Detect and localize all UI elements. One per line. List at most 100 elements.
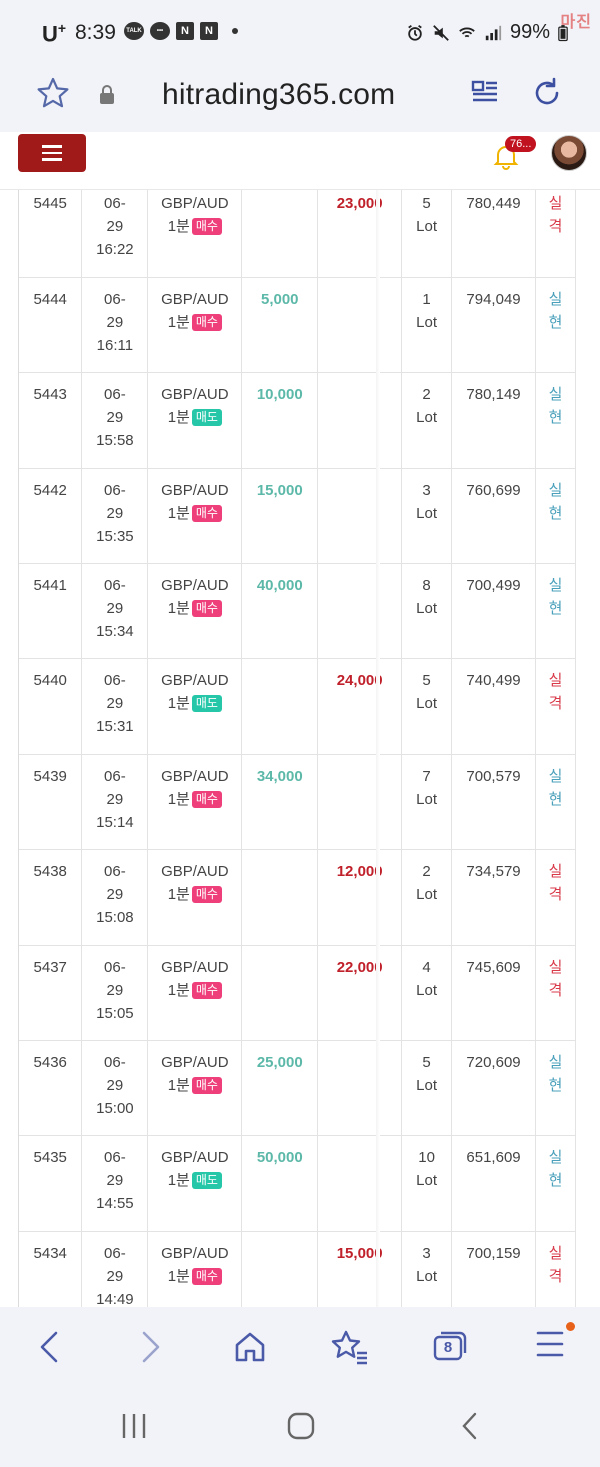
trade-result-line1: 실 bbox=[548, 577, 563, 595]
reload-icon[interactable] bbox=[530, 76, 564, 110]
home-button-icon[interactable] bbox=[286, 1411, 316, 1441]
trade-lot-unit: Lot bbox=[416, 313, 438, 331]
trade-profit bbox=[241, 945, 319, 1042]
trade-lot-size: 1 bbox=[422, 290, 431, 308]
trade-lot: 1 Lot bbox=[401, 277, 453, 374]
trade-number: 5438 bbox=[19, 849, 83, 946]
trade-lot-size: 5 bbox=[422, 672, 431, 690]
trade-side-badge: 매수 bbox=[191, 790, 222, 808]
avatar[interactable] bbox=[551, 135, 587, 171]
trade-time: 15:05 bbox=[96, 1004, 134, 1022]
trade-time: 16:11 bbox=[96, 336, 134, 354]
table-row[interactable]: 5435 06- 29 14:55 GBP/AUD 1분 매도 50,000 10 Lot 651,… bbox=[19, 1135, 576, 1232]
back-icon[interactable] bbox=[38, 1329, 60, 1365]
trade-lot: 10 Lot bbox=[401, 1135, 453, 1232]
alarm-icon bbox=[408, 24, 422, 41]
more-notifications-dot bbox=[232, 28, 238, 34]
bookmarks-icon[interactable] bbox=[330, 1329, 370, 1365]
trade-symbol-cell: GBP/AUD 1분 매수 bbox=[147, 1040, 243, 1137]
trade-date-day: 29 bbox=[106, 1077, 124, 1095]
table-row[interactable]: 5445 06- 29 16:22 GBP/AUD 1분 매수 23,000 5 Lot 780,4… bbox=[19, 190, 576, 278]
trade-number: 5443 bbox=[19, 372, 83, 469]
trade-date-day: 29 bbox=[106, 218, 124, 235]
trade-date-day: 29 bbox=[106, 790, 124, 808]
trade-period: 1분 bbox=[167, 313, 190, 331]
trade-lot-size: 2 bbox=[422, 386, 431, 404]
trade-history-table: 5445 06- 29 16:22 GBP/AUD 1분 매수 23,000 5 Lot 780,4… bbox=[0, 190, 600, 1307]
trade-date-month: 06- bbox=[104, 958, 126, 976]
trade-lot: 5 Lot bbox=[401, 1040, 453, 1137]
lock-icon[interactable] bbox=[98, 85, 116, 105]
url-text[interactable]: hitrading365.com bbox=[162, 78, 396, 111]
trade-lot-unit: Lot bbox=[416, 886, 438, 904]
trade-lot-size: 7 bbox=[422, 767, 431, 785]
hamburger-menu-button[interactable] bbox=[18, 134, 86, 172]
trade-lot: 2 Lot bbox=[401, 849, 453, 946]
trade-side-badge: 매수 bbox=[191, 600, 222, 618]
trade-datetime: 06- 29 15:14 bbox=[81, 754, 149, 851]
site-header: 76... bbox=[0, 132, 600, 190]
trade-date-day: 29 bbox=[106, 695, 124, 713]
table-row[interactable]: 5434 06- 29 14:49 GBP/AUD 1분 매수 15,000 3 Lot 700,1… bbox=[19, 1231, 576, 1307]
table-row[interactable]: 5438 06- 29 15:08 GBP/AUD 1분 매수 12,000 2 Lot 734,5… bbox=[19, 849, 576, 946]
trade-period: 1분 bbox=[167, 790, 190, 808]
trade-period: 1분 bbox=[167, 218, 190, 235]
trade-datetime: 06- 29 14:55 bbox=[81, 1135, 149, 1232]
trade-result-line2: 현 bbox=[548, 504, 563, 522]
trade-balance: 700,579 bbox=[451, 754, 536, 851]
trade-lot-size: 3 bbox=[422, 1244, 431, 1262]
tabs-button[interactable]: 8 bbox=[432, 1329, 468, 1363]
trade-lot-unit: Lot bbox=[416, 409, 438, 427]
trade-result-line1: 실 bbox=[548, 290, 563, 308]
trade-lot-unit: Lot bbox=[416, 981, 438, 999]
trade-date-month: 06- bbox=[104, 195, 126, 212]
reader-icon[interactable] bbox=[470, 78, 500, 108]
battery-percent: 99% bbox=[509, 21, 550, 43]
trade-result-line2: 현 bbox=[548, 600, 563, 618]
trade-period: 1분 bbox=[167, 1267, 190, 1285]
trade-lot-unit: Lot bbox=[416, 695, 438, 713]
trade-datetime: 06- 29 15:31 bbox=[81, 658, 149, 755]
star-icon[interactable] bbox=[36, 76, 70, 110]
trade-balance: 745,609 bbox=[451, 945, 536, 1042]
table-row[interactable]: 5442 06- 29 15:35 GBP/AUD 1분 매수 15,000 3 Lot 760,6… bbox=[19, 468, 576, 565]
trade-result-line1: 실 bbox=[548, 958, 563, 976]
trade-result-line1: 실 bbox=[548, 195, 563, 212]
table-row[interactable]: 5440 06- 29 15:31 GBP/AUD 1분 매도 24,000 5 Lot 740,4… bbox=[19, 658, 576, 755]
trade-date-day: 29 bbox=[106, 409, 124, 427]
table-row[interactable]: 5437 06- 29 15:05 GBP/AUD 1분 매수 22,000 4 Lot 745,6… bbox=[19, 945, 576, 1042]
trade-number: 5439 bbox=[19, 754, 83, 851]
trade-datetime: 06- 29 15:58 bbox=[81, 372, 149, 469]
table-row[interactable]: 5441 06- 29 15:34 GBP/AUD 1분 매수 40,000 8 Lot 700,4… bbox=[19, 563, 576, 660]
table-row[interactable]: 5444 06- 29 16:11 GBP/AUD 1분 매수 5,000 1 Lot 794,04… bbox=[19, 277, 576, 374]
table-row[interactable]: 5443 06- 29 15:58 GBP/AUD 1분 매도 10,000 2 Lot 780,1… bbox=[19, 372, 576, 469]
table-row[interactable]: 5436 06- 29 15:00 GBP/AUD 1분 매수 25,000 5 Lot 720,6… bbox=[19, 1040, 576, 1137]
trade-symbol-cell: GBP/AUD 1분 매도 bbox=[147, 372, 243, 469]
trade-date-month: 06- bbox=[104, 672, 126, 690]
trade-balance: 734,579 bbox=[451, 849, 536, 946]
trade-symbol: GBP/AUD bbox=[161, 577, 229, 595]
trade-date-month: 06- bbox=[104, 1054, 126, 1072]
trade-date-day: 29 bbox=[106, 981, 124, 999]
trade-profit: 10,000 bbox=[241, 372, 319, 469]
trade-balance: 794,049 bbox=[451, 277, 536, 374]
forward-icon[interactable] bbox=[140, 1329, 162, 1365]
trade-balance: 720,609 bbox=[451, 1040, 536, 1137]
trade-balance: 760,699 bbox=[451, 468, 536, 565]
recent-apps-icon[interactable] bbox=[120, 1411, 148, 1441]
system-back-icon[interactable] bbox=[460, 1411, 480, 1441]
home-icon[interactable] bbox=[232, 1329, 268, 1365]
trade-result-line2: 격 bbox=[548, 981, 563, 999]
trade-period: 1분 bbox=[167, 1077, 190, 1095]
menu-icon[interactable] bbox=[536, 1329, 564, 1359]
trade-lot-size: 5 bbox=[422, 195, 431, 212]
trade-date-day: 29 bbox=[106, 313, 124, 331]
trade-lot-unit: Lot bbox=[416, 1267, 438, 1285]
trade-lot: 3 Lot bbox=[401, 468, 453, 565]
trade-side-badge: 매수 bbox=[191, 1267, 222, 1285]
table-row[interactable]: 5439 06- 29 15:14 GBP/AUD 1분 매수 34,000 7 Lot 700,5… bbox=[19, 754, 576, 851]
trade-side-badge: 매도 bbox=[191, 409, 222, 427]
